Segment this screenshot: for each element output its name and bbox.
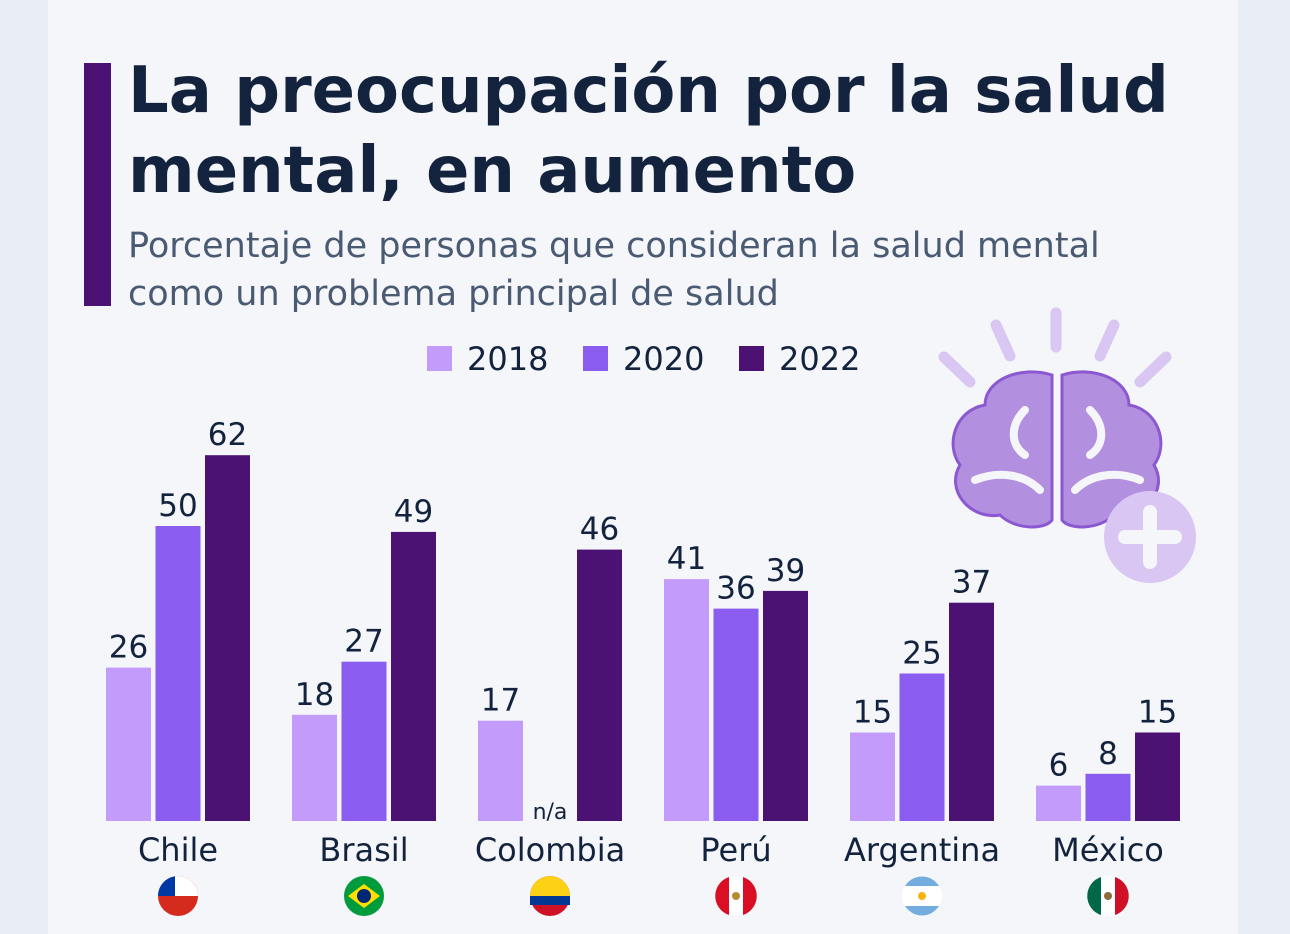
bar [106, 667, 151, 821]
bar [1135, 732, 1180, 821]
bar [341, 661, 387, 821]
bar [850, 732, 895, 821]
bar [763, 590, 808, 821]
value-label: n/a [533, 800, 568, 825]
value-label: 25 [902, 636, 941, 672]
bar [1036, 785, 1081, 821]
value-label: 6 [1049, 748, 1069, 784]
bar [1085, 773, 1131, 821]
value-label: 27 [344, 624, 383, 660]
x-tick-label: México [1052, 831, 1164, 869]
bar [155, 526, 201, 821]
value-label: 36 [716, 571, 755, 607]
legend-swatch [739, 346, 764, 371]
bar [949, 602, 994, 821]
value-label: 49 [394, 494, 433, 530]
bar [899, 673, 945, 821]
value-label: 15 [853, 695, 892, 731]
value-label: 39 [766, 553, 805, 589]
legend-swatch [427, 346, 452, 371]
value-label: 50 [158, 488, 197, 524]
value-label: 41 [667, 541, 706, 577]
value-label: 8 [1098, 736, 1118, 772]
bar [205, 455, 250, 821]
bar [577, 549, 622, 821]
x-tick-label: Brasil [319, 831, 408, 869]
chart-title: mental, en aumento [128, 134, 856, 208]
bar [478, 720, 523, 821]
legend-swatch [583, 346, 608, 371]
x-tick-label: Perú [700, 831, 771, 869]
x-tick-label: Argentina [844, 831, 1000, 869]
flags [157, 876, 1129, 916]
value-label: 26 [109, 630, 148, 666]
chart-title: La preocupación por la salud [128, 54, 1169, 128]
legend-label: 2018 [467, 340, 548, 378]
value-label: 37 [952, 565, 991, 601]
value-label: 62 [208, 417, 247, 453]
legend-label: 2020 [623, 340, 704, 378]
value-label: 18 [295, 677, 334, 713]
title-accent [84, 63, 111, 306]
chart-subtitle: como un problema principal de salud [128, 274, 779, 314]
bar [664, 579, 709, 821]
bar [391, 531, 436, 821]
value-label: 46 [580, 512, 619, 548]
value-label: 17 [481, 683, 520, 719]
chart-subtitle: Porcentaje de personas que consideran la… [128, 226, 1100, 266]
x-tick-label: Colombia [475, 831, 625, 869]
brain-icon [938, 307, 1196, 583]
value-label: 15 [1138, 695, 1177, 731]
x-tick-label: Chile [138, 831, 218, 869]
bar [292, 714, 337, 821]
legend-label: 2022 [779, 340, 860, 378]
bar [713, 608, 759, 821]
